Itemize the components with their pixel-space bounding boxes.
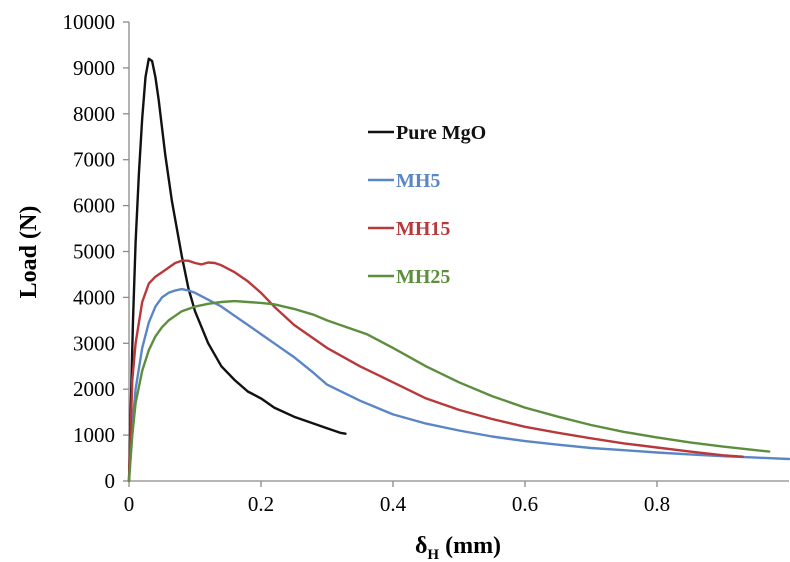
- axes: [123, 21, 789, 487]
- y-axis-title: Load (N): [16, 206, 42, 299]
- legend: Pure MgO MH5 MH15 MH25: [368, 122, 486, 288]
- y-tick-label: 6000: [73, 194, 115, 218]
- y-tick-label: 4000: [73, 285, 115, 309]
- series-lines: [127, 57, 790, 483]
- legend-label-pure-mgo: Pure MgO: [396, 122, 486, 144]
- x-axis-title-subscript: H: [427, 547, 439, 562]
- y-tick-labels: 0 1000 2000 3000 4000 5000 6000 7000 8000 9000 100…: [63, 10, 116, 493]
- x-tick-label: 0.4: [380, 492, 407, 516]
- x-tick-label: 0: [124, 492, 135, 516]
- y-tick-label: 1000: [73, 423, 115, 447]
- series-line-mh25: [127, 299, 771, 483]
- x-tick-label: 0.8: [644, 492, 670, 516]
- legend-label-mh25: MH25: [396, 266, 450, 288]
- y-tick-label: 2000: [73, 377, 115, 401]
- legend-label-mh15: MH15: [396, 218, 450, 240]
- y-tick-label: 10000: [63, 10, 116, 34]
- y-tick-label: 8000: [73, 102, 115, 126]
- legend-label-mh5: MH5: [396, 170, 440, 192]
- x-tick-labels: 0 0.2 0.4 0.6 0.8: [124, 492, 670, 516]
- y-tick-label: 7000: [73, 148, 115, 172]
- x-axis-title: δH (mm): [415, 533, 501, 562]
- x-axis-title-unit: (mm): [445, 533, 501, 559]
- series-line-pure-mgo: [127, 57, 347, 483]
- x-tick-label: 0.6: [512, 492, 538, 516]
- series-line-mh5: [127, 287, 790, 483]
- y-tick-label: 0: [105, 469, 116, 493]
- y-tick-label: 5000: [73, 240, 115, 264]
- x-tick-label: 0.2: [248, 492, 274, 516]
- x-axis-title-symbol: δ: [415, 533, 427, 559]
- y-tick-label: 3000: [73, 331, 115, 355]
- series-line-mh15: [127, 259, 744, 483]
- y-tick-label: 9000: [73, 56, 115, 80]
